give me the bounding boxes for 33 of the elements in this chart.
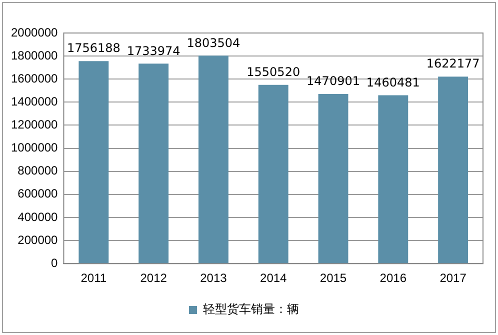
data-label: 1733974 — [126, 44, 180, 58]
y-tick-label: 1800000 — [11, 48, 58, 62]
legend-label: 轻型货车销量：辆 — [203, 302, 299, 316]
bar — [138, 64, 169, 264]
y-tick-label: 1200000 — [11, 118, 58, 132]
x-tick-label: 2012 — [140, 271, 168, 286]
y-tick-label: 1000000 — [11, 140, 58, 155]
x-tick-label: 2017 — [440, 271, 467, 286]
x-tick-label: 2013 — [200, 271, 228, 286]
y-tick-label: 600000 — [18, 186, 58, 201]
data-label: 1803504 — [186, 36, 240, 50]
y-tick-label: 200000 — [18, 232, 58, 247]
data-label: 1460481 — [366, 75, 420, 90]
data-label: 1756188 — [66, 41, 120, 56]
bar — [198, 56, 228, 264]
y-tick-label: 2000000 — [11, 25, 58, 40]
y-tick-label: 800000 — [18, 164, 58, 178]
x-tick-label: 2016 — [380, 271, 407, 286]
y-tick-label: 1600000 — [11, 71, 58, 86]
y-tick-label: 1400000 — [11, 94, 58, 108]
data-label: 1622177 — [426, 56, 480, 71]
data-label: 1470901 — [306, 74, 360, 88]
data-label: 1550520 — [246, 64, 300, 79]
bar — [78, 61, 109, 264]
x-tick-label: 2011 — [80, 271, 107, 286]
y-tick-label: 0 — [51, 256, 58, 270]
y-tick-label: 400000 — [18, 210, 58, 224]
x-tick-label: 2015 — [320, 271, 347, 286]
bar — [378, 95, 408, 264]
bar — [258, 84, 288, 264]
bar — [318, 94, 348, 264]
bar — [438, 76, 468, 264]
x-tick-label: 2014 — [260, 271, 288, 286]
